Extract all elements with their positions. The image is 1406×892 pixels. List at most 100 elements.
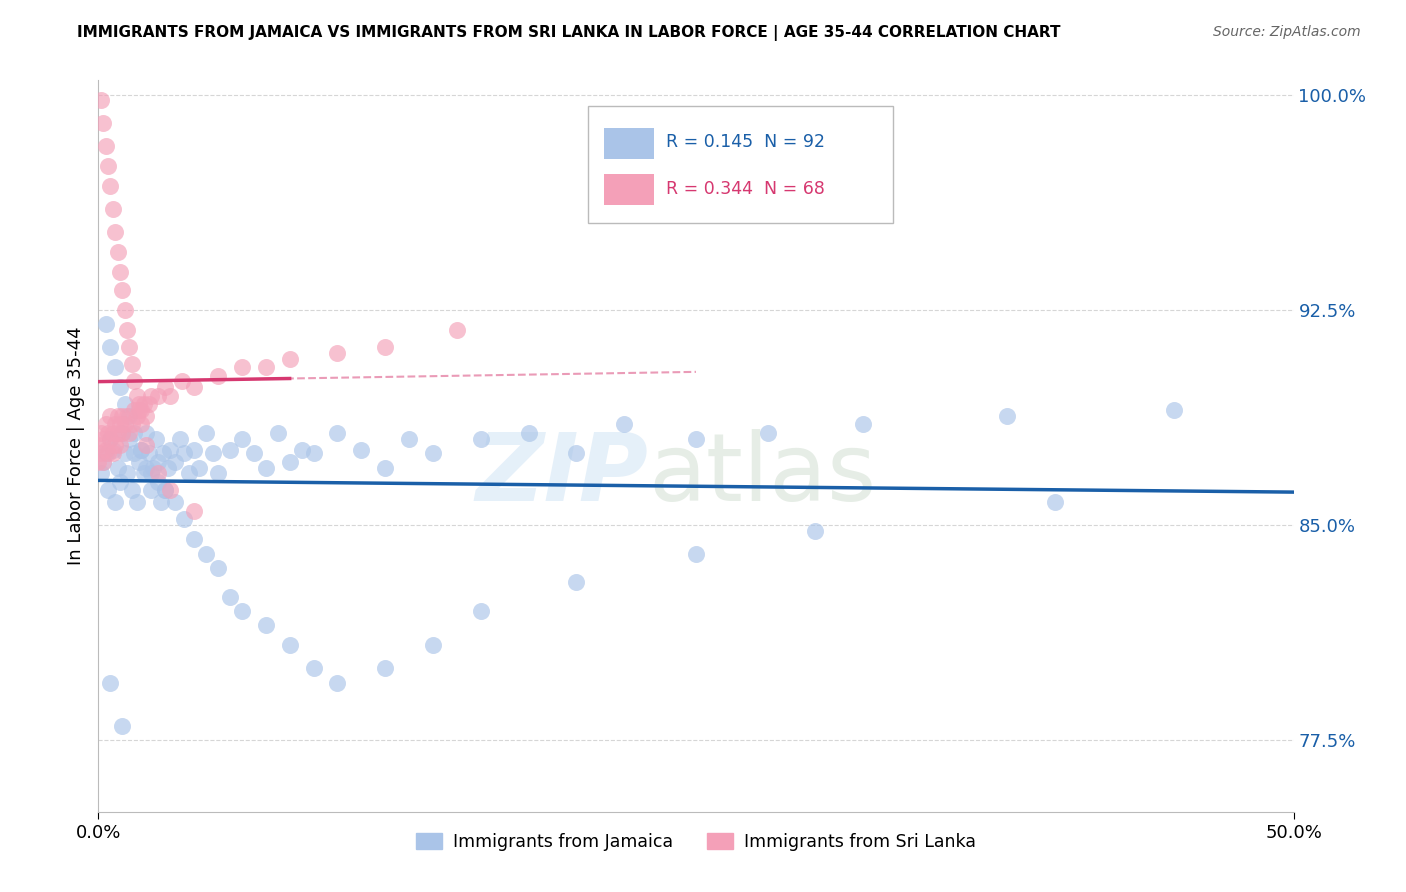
Point (207, 368, 229, 383)
Point (108, 417, 131, 432)
Point (291, 443, 314, 458)
Point (118, 409, 141, 423)
Point (231, 432, 253, 446)
Text: R = 0.344  N = 68: R = 0.344 N = 68 (666, 179, 825, 197)
Point (94, 443, 117, 458)
Point (155, 380, 177, 394)
Point (231, 604, 253, 618)
Point (118, 432, 141, 446)
Point (97, 446, 120, 460)
Point (219, 443, 242, 458)
Point (101, 426, 124, 441)
Point (995, 409, 1018, 423)
Point (98, 432, 122, 446)
Point (90, 426, 112, 441)
Point (326, 426, 349, 441)
Point (470, 604, 492, 618)
Point (139, 483, 162, 498)
Point (98, 432, 122, 446)
Text: Source: ZipAtlas.com: Source: ZipAtlas.com (1213, 25, 1361, 39)
Point (135, 460, 157, 475)
Point (104, 360, 127, 375)
Point (108, 437, 131, 451)
Point (111, 426, 134, 441)
Point (124, 375, 146, 389)
Point (114, 417, 136, 432)
Point (398, 432, 420, 446)
Point (142, 460, 165, 475)
Point (207, 467, 229, 481)
Point (90, 446, 112, 460)
Point (125, 409, 148, 423)
Point (254, 360, 277, 375)
FancyBboxPatch shape (605, 128, 654, 159)
Point (132, 467, 155, 481)
Point (278, 455, 301, 469)
Point (91, 116, 114, 130)
Point (98, 179, 122, 194)
Point (169, 432, 191, 446)
Point (302, 446, 325, 460)
Point (91, 455, 114, 469)
Point (131, 403, 153, 417)
Point (613, 417, 636, 432)
Point (159, 389, 181, 403)
Point (108, 475, 131, 489)
Point (422, 638, 444, 652)
Text: atlas: atlas (648, 429, 876, 521)
Point (121, 357, 143, 371)
Point (115, 409, 138, 423)
Point (135, 426, 157, 441)
Point (183, 533, 205, 547)
Point (231, 360, 253, 375)
Point (114, 302, 136, 317)
Point (254, 618, 277, 632)
Point (135, 437, 157, 451)
Point (128, 403, 150, 417)
Point (139, 467, 162, 481)
Point (125, 389, 148, 403)
Point (94, 446, 117, 460)
Point (107, 245, 129, 260)
Point (852, 417, 875, 432)
Point (128, 455, 150, 469)
Point (172, 375, 194, 389)
Point (155, 483, 177, 498)
Point (107, 460, 129, 475)
Point (104, 225, 127, 239)
Point (111, 426, 134, 441)
Text: ZIP: ZIP (475, 429, 648, 521)
Point (326, 345, 349, 359)
Point (97, 426, 120, 441)
Point (87, 455, 110, 469)
Point (685, 547, 707, 561)
Point (254, 460, 277, 475)
Point (374, 661, 396, 675)
Point (91, 432, 114, 446)
Point (1043, 495, 1066, 509)
Text: R = 0.145  N = 92: R = 0.145 N = 92 (666, 134, 825, 152)
Point (278, 351, 301, 366)
Point (111, 283, 134, 297)
Point (148, 467, 170, 481)
FancyBboxPatch shape (589, 106, 893, 223)
Point (1163, 403, 1185, 417)
Point (152, 446, 174, 460)
Point (446, 323, 468, 337)
Point (111, 409, 134, 423)
FancyBboxPatch shape (605, 174, 654, 204)
Point (114, 397, 136, 411)
Point (98, 340, 122, 354)
Point (159, 443, 181, 458)
Point (94, 317, 117, 331)
Point (149, 495, 172, 509)
Point (108, 380, 131, 394)
Point (118, 340, 141, 354)
Point (219, 590, 242, 604)
Point (243, 446, 266, 460)
Point (173, 446, 195, 460)
Point (163, 495, 186, 509)
Point (104, 417, 127, 432)
Point (118, 426, 141, 441)
Point (94, 417, 117, 432)
